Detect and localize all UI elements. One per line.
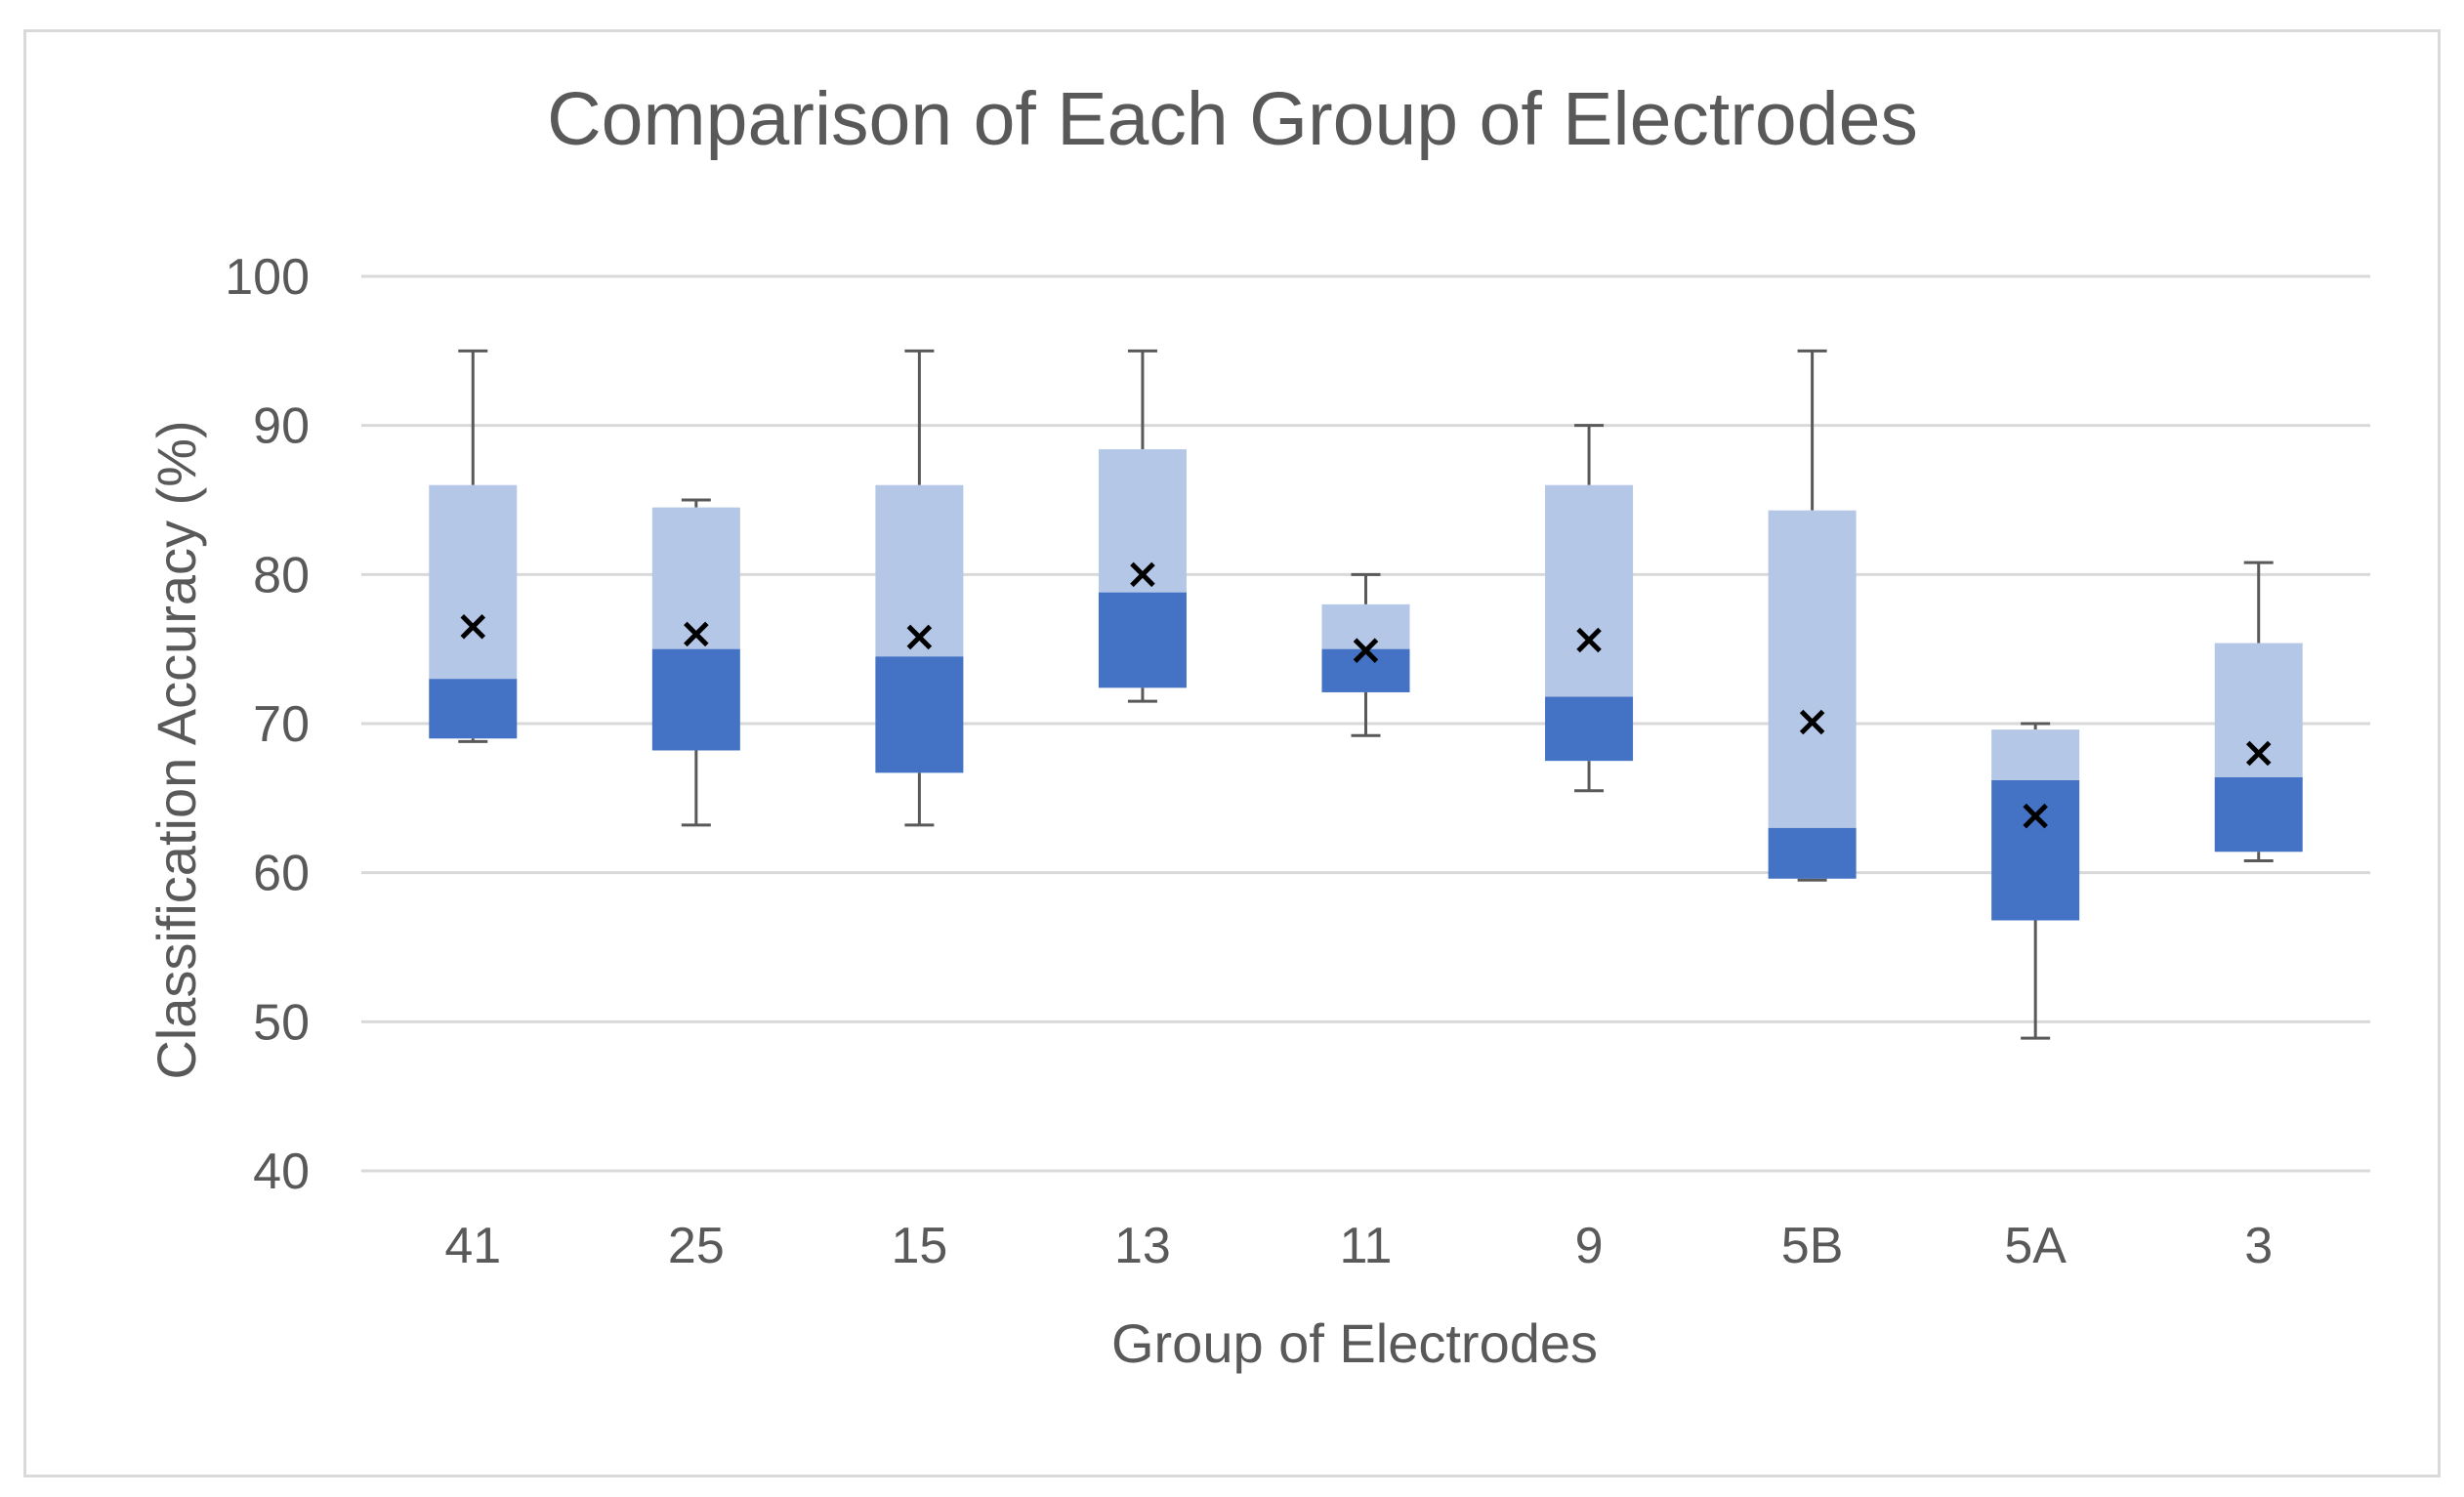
mean-stroke: [1576, 627, 1602, 653]
upper-quartile-box: [875, 484, 964, 657]
lower-quartile-box: [1768, 827, 1857, 879]
upper-quartile-box: [1098, 449, 1187, 593]
x-tick-label: 5A: [2004, 1218, 2067, 1274]
chart-title: Comparison of Each Group of Electrodes: [547, 77, 1918, 161]
mean-stroke: [2245, 740, 2272, 767]
box-plot-13: [1098, 349, 1187, 703]
y-tick-label: 50: [253, 994, 310, 1051]
mean-stroke: [2023, 803, 2048, 829]
upper-quartile-box: [429, 484, 518, 680]
mean-stroke: [1353, 638, 1379, 663]
box-plot-11: [1321, 572, 1410, 737]
y-tick-label: 70: [253, 696, 310, 753]
mean-stroke: [684, 621, 709, 647]
box-plot-9: [1545, 424, 1634, 793]
mean-stroke: [1799, 709, 1825, 735]
mean-marker: [2023, 803, 2048, 829]
box-plot-chart: Comparison of Each Group of Electrodes 4…: [146, 77, 2370, 1374]
mean-marker: [460, 613, 486, 640]
upper-quartile-box: [1545, 484, 1634, 697]
y-tick-label: 90: [253, 398, 310, 455]
lower-quartile-box: [2214, 776, 2303, 852]
x-axis-ticks: 41 25 15 13 11 9 5B 5A 3: [444, 1218, 2273, 1274]
y-tick-label: 60: [253, 846, 310, 902]
box-plot-41: [429, 349, 518, 743]
box-plot-25: [651, 498, 740, 827]
mean-marker: [1799, 709, 1825, 735]
upper-quartile-box: [651, 507, 740, 649]
mean-marker: [1576, 627, 1602, 653]
x-tick-label: 11: [1340, 1218, 1393, 1274]
mean-marker: [2245, 740, 2272, 767]
x-tick-label: 13: [1114, 1218, 1171, 1274]
x-tick-label: 5B: [1781, 1218, 1844, 1274]
lower-quartile-box: [1991, 780, 2080, 921]
box-plot-5B: [1768, 349, 1857, 882]
x-tick-label: 25: [668, 1218, 725, 1274]
lower-quartile-box: [1098, 592, 1187, 688]
mean-marker: [1353, 638, 1379, 663]
lower-quartile-box: [1545, 696, 1634, 762]
x-tick-label: 3: [2244, 1218, 2273, 1274]
chart-frame: Comparison of Each Group of Electrodes 4…: [23, 29, 2441, 1477]
x-axis-label: Group of Electrodes: [1111, 1312, 1598, 1374]
lower-quartile-box: [1321, 648, 1410, 692]
y-tick-label: 80: [253, 547, 310, 603]
box-plot-5A: [1991, 722, 2080, 1040]
x-tick-label: 15: [891, 1218, 947, 1274]
mean-stroke: [906, 624, 933, 650]
x-tick-label: 41: [444, 1218, 501, 1274]
box-plot-15: [875, 349, 964, 827]
y-tick-label: 100: [225, 249, 310, 306]
mean-marker: [1130, 561, 1155, 588]
mean-stroke: [460, 613, 486, 640]
upper-quartile-box: [1768, 510, 1857, 828]
lower-quartile-box: [429, 679, 518, 739]
y-axis-ticks: 40 50 60 70 80 90 100: [225, 249, 310, 1200]
x-tick-label: 9: [1575, 1218, 1604, 1274]
y-tick-label: 40: [253, 1144, 310, 1200]
upper-quartile-box: [2214, 643, 2303, 777]
lower-quartile-box: [875, 656, 964, 773]
box-plots: [429, 349, 2303, 1040]
mean-marker: [684, 621, 709, 647]
y-axis-label: Classification Accuracy (%): [146, 420, 207, 1079]
mean-marker: [906, 624, 933, 650]
lower-quartile-box: [651, 648, 740, 751]
upper-quartile-box: [1321, 603, 1410, 649]
upper-quartile-box: [1991, 729, 2080, 781]
mean-stroke: [1130, 561, 1155, 588]
box-plot-3: [2214, 561, 2303, 862]
